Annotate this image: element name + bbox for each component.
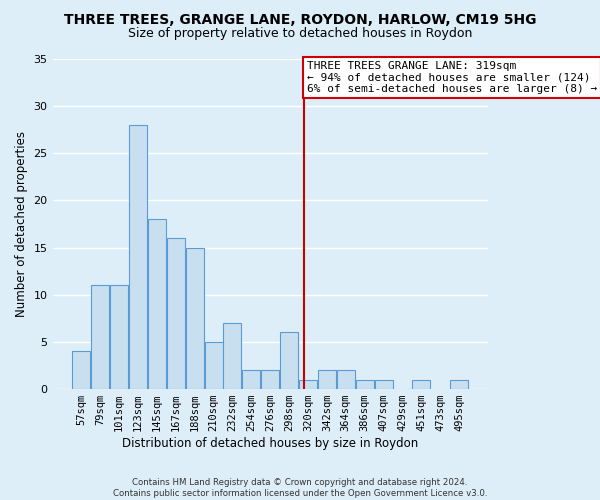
Bar	[73, 352, 90, 389]
Bar	[299, 380, 317, 389]
Bar	[374, 380, 392, 389]
Bar	[110, 286, 128, 389]
Bar	[450, 380, 468, 389]
Bar	[242, 370, 260, 389]
Text: THREE TREES, GRANGE LANE, ROYDON, HARLOW, CM19 5HG: THREE TREES, GRANGE LANE, ROYDON, HARLOW…	[64, 12, 536, 26]
Bar	[129, 125, 147, 389]
X-axis label: Distribution of detached houses by size in Roydon: Distribution of detached houses by size …	[122, 437, 418, 450]
Text: Size of property relative to detached houses in Roydon: Size of property relative to detached ho…	[128, 28, 472, 40]
Bar	[185, 248, 203, 389]
Text: THREE TREES GRANGE LANE: 319sqm
← 94% of detached houses are smaller (124)
6% of: THREE TREES GRANGE LANE: 319sqm ← 94% of…	[307, 61, 598, 94]
Bar	[337, 370, 355, 389]
Bar	[148, 220, 166, 389]
Bar	[223, 323, 241, 389]
Bar	[205, 342, 223, 389]
Bar	[356, 380, 374, 389]
Bar	[318, 370, 336, 389]
Bar	[412, 380, 430, 389]
Bar	[280, 332, 298, 389]
Bar	[91, 286, 109, 389]
Bar	[261, 370, 279, 389]
Text: Contains HM Land Registry data © Crown copyright and database right 2024.
Contai: Contains HM Land Registry data © Crown c…	[113, 478, 487, 498]
Bar	[167, 238, 185, 389]
Y-axis label: Number of detached properties: Number of detached properties	[15, 131, 28, 317]
